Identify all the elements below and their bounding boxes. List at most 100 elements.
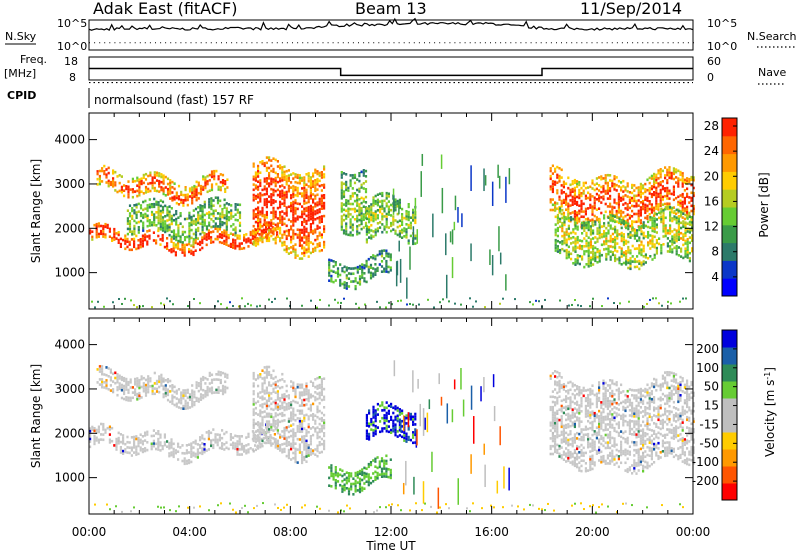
heat-cell [562, 183, 565, 186]
heat-cell [238, 453, 241, 456]
heat-cell [294, 460, 297, 464]
heat-cell [146, 230, 149, 233]
heat-cell [585, 250, 588, 253]
heat-cell [686, 222, 689, 225]
heat-cell [394, 208, 397, 212]
heat-cell [281, 171, 284, 174]
heat-cell [584, 212, 587, 216]
heat-cell [301, 176, 304, 180]
heat-cell [270, 169, 273, 173]
heat-cell [629, 249, 632, 252]
heat-cell [309, 448, 312, 451]
heat-cell [281, 404, 284, 407]
heat-cell [356, 481, 359, 484]
heat-cell [303, 435, 306, 438]
heat-cell [168, 215, 171, 219]
heat-cell [378, 250, 381, 253]
heat-cell [175, 402, 178, 406]
heat-cell [360, 222, 363, 226]
heat-cell [655, 218, 658, 221]
heat-cell [184, 407, 187, 410]
heat-cell [379, 306, 381, 309]
heat-cell [155, 379, 159, 383]
heat-cell [301, 187, 304, 190]
heat-cell [573, 199, 576, 203]
heat-cell [157, 448, 160, 451]
heat-cell [97, 232, 100, 236]
heat-cell [296, 218, 299, 221]
heat-cell [252, 175, 255, 179]
heat-cell [582, 215, 585, 219]
heat-cell [305, 243, 308, 246]
heat-cell [298, 383, 301, 387]
heat-cell [628, 300, 630, 303]
heat-cell [323, 173, 326, 176]
heat-cell [177, 232, 180, 235]
heat-cell [385, 204, 388, 208]
heat-cell [604, 210, 607, 214]
heat-cell [305, 240, 308, 244]
heat-cell [563, 221, 566, 224]
heat-cell [686, 245, 689, 249]
heat-cell [354, 490, 357, 493]
heat-cell [173, 395, 176, 399]
heat-cell [562, 185, 565, 189]
heat-cell [642, 221, 645, 224]
heat-cell [259, 373, 262, 376]
heat-cell [609, 219, 612, 222]
heat-cell [567, 205, 570, 208]
heat-cell [197, 211, 200, 214]
heat-cell [146, 204, 149, 207]
heat-cell [144, 394, 148, 397]
heat-cell [318, 202, 321, 206]
heat-cell [598, 257, 601, 260]
heat-cell [265, 422, 268, 426]
heat-cell [367, 265, 370, 269]
heat-cell [254, 436, 257, 439]
heat-cell [294, 209, 297, 213]
heat-cell [216, 225, 220, 228]
heat-cell [276, 206, 279, 210]
heat-cell [570, 231, 573, 235]
heat-cell [587, 259, 590, 263]
heat-cell [561, 224, 564, 228]
heat-cell [675, 216, 678, 219]
heat-cell [221, 223, 224, 227]
heat-cell [148, 198, 151, 201]
heat-cell [160, 302, 162, 305]
heat-cell [314, 422, 317, 425]
heat-cell [98, 378, 101, 381]
heat-cell [392, 220, 395, 224]
heat-cell [261, 382, 264, 385]
heat-cell [627, 245, 630, 249]
heat-cell [188, 235, 191, 238]
heat-cell [270, 229, 273, 233]
heat-cell [600, 201, 603, 204]
heat-cell [607, 250, 610, 253]
heat-cell [340, 176, 343, 179]
heat-cell [642, 202, 645, 206]
heat-cell [126, 451, 129, 454]
heat-cell [585, 263, 588, 266]
heat-cell [341, 490, 344, 493]
heat-cell [296, 461, 299, 464]
y-tick-label: 4000 [54, 133, 85, 147]
heat-cell [205, 235, 208, 239]
heat-cell [627, 251, 630, 254]
heat-cell [314, 184, 317, 187]
heat-cell [89, 445, 92, 449]
heat-cell [217, 177, 220, 181]
heat-cell [314, 414, 317, 417]
heat-cell [183, 457, 186, 460]
heat-cell [318, 396, 321, 400]
heat-cell [245, 444, 248, 447]
heat-cell [339, 278, 342, 282]
heat-cell [172, 229, 176, 232]
heat-cell [383, 228, 386, 231]
heat-cell [625, 239, 628, 243]
heat-cell [368, 425, 371, 428]
power-ylabel: Slant Range [km] [29, 159, 43, 263]
heat-cell [659, 201, 662, 205]
heat-cell [225, 222, 228, 226]
heat-cell [261, 439, 264, 443]
